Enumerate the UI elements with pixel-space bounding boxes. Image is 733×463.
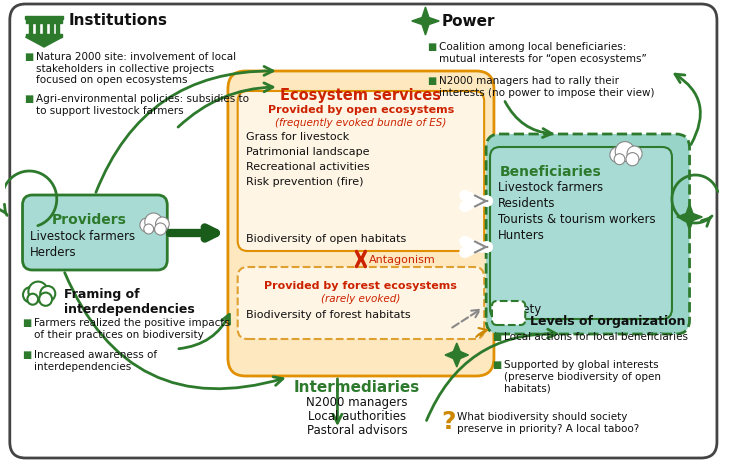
Text: Recreational activities: Recreational activities [246, 162, 369, 172]
Circle shape [140, 219, 154, 232]
Circle shape [614, 154, 625, 165]
Text: Risk prevention (fire): Risk prevention (fire) [246, 176, 363, 187]
Text: Coalition among local beneficiaries:
mutual interests for “open ecosystems”: Coalition among local beneficiaries: mut… [439, 42, 647, 63]
Text: ■: ■ [427, 76, 437, 86]
Text: Supported by global interests
(preserve biodiversity of open
habitats): Supported by global interests (preserve … [504, 359, 660, 392]
Text: ?: ? [441, 409, 456, 433]
Circle shape [23, 288, 38, 303]
Text: Antagonism: Antagonism [369, 255, 435, 264]
Circle shape [39, 293, 52, 306]
Text: ■: ■ [492, 332, 501, 341]
Circle shape [27, 294, 38, 305]
Bar [50, 24, 53, 36]
Circle shape [626, 153, 639, 166]
Circle shape [155, 224, 166, 236]
FancyBboxPatch shape [237, 268, 485, 339]
Text: ■: ■ [23, 317, 32, 327]
Polygon shape [26, 38, 62, 48]
Text: Provided by forest ecosystems: Provided by forest ecosystems [265, 281, 457, 290]
FancyBboxPatch shape [10, 5, 717, 458]
Text: Pastoral advisors: Pastoral advisors [306, 423, 408, 436]
Text: Hunters: Hunters [498, 229, 545, 242]
Text: Biodiversity of open habitats: Biodiversity of open habitats [246, 233, 406, 244]
Text: Institutions: Institutions [68, 13, 167, 28]
Text: ■: ■ [427, 42, 437, 52]
Bar [43, 24, 46, 36]
Text: Patrimonial landscape: Patrimonial landscape [246, 147, 369, 156]
Text: Provided by open ecosystems: Provided by open ecosystems [268, 105, 454, 115]
Circle shape [155, 218, 169, 232]
Text: Power: Power [442, 14, 496, 29]
Text: Agri-environmental policies: subsidies to
to support livestock farmers: Agri-environmental policies: subsidies t… [36, 94, 249, 115]
Circle shape [615, 142, 635, 162]
Text: Providers: Providers [52, 213, 127, 226]
Polygon shape [445, 343, 468, 367]
Text: Framing of
interdependencies: Framing of interdependencies [64, 288, 194, 315]
Bar [56, 24, 59, 36]
Text: N2000 managers: N2000 managers [306, 395, 408, 408]
Text: (frequently evoked bundle of ES): (frequently evoked bundle of ES) [275, 118, 446, 128]
FancyBboxPatch shape [228, 72, 494, 376]
Text: Livestock farmers: Livestock farmers [498, 181, 603, 194]
FancyBboxPatch shape [486, 135, 690, 334]
Circle shape [40, 287, 55, 302]
FancyBboxPatch shape [237, 92, 485, 251]
Text: Livestock farmers: Livestock farmers [30, 230, 136, 243]
Text: N2000 managers had to rally their
interests (no power to impose their view): N2000 managers had to rally their intere… [439, 76, 655, 97]
Polygon shape [677, 205, 702, 231]
FancyBboxPatch shape [490, 148, 672, 319]
Text: ■: ■ [492, 359, 501, 369]
Bar [26, 17, 62, 20]
FancyBboxPatch shape [492, 301, 526, 325]
Circle shape [627, 147, 642, 162]
Text: Grass for livestock: Grass for livestock [246, 131, 349, 142]
Text: Society: Society [498, 302, 541, 315]
Circle shape [144, 225, 154, 234]
Text: ■: ■ [24, 94, 34, 104]
Circle shape [29, 282, 48, 302]
Bar [29, 24, 32, 36]
FancyBboxPatch shape [23, 195, 167, 270]
Text: ■: ■ [23, 349, 32, 359]
Bar [26, 35, 62, 38]
Polygon shape [412, 8, 439, 36]
Text: Natura 2000 site: involvement of local
stakeholders in collective projects
focus: Natura 2000 site: involvement of local s… [36, 52, 236, 85]
Text: Levels of organization: Levels of organization [530, 314, 685, 327]
Text: Local authorities: Local authorities [308, 409, 406, 422]
Text: What biodiversity should society
preserve in priority? A local taboo?: What biodiversity should society preserv… [457, 411, 639, 432]
Text: Beneficiaries: Beneficiaries [500, 165, 602, 179]
Text: Intermediaries: Intermediaries [294, 379, 420, 394]
Text: Herders: Herders [30, 245, 77, 258]
Text: Ecosystem services: Ecosystem services [281, 88, 441, 103]
Bar [36, 24, 39, 36]
Text: (rarely evoked): (rarely evoked) [321, 294, 401, 303]
Bar [26, 20, 62, 24]
Text: Residents: Residents [498, 197, 556, 210]
Circle shape [145, 213, 163, 232]
Text: ■: ■ [24, 52, 34, 62]
Text: Local actions for local beneficiaries: Local actions for local beneficiaries [504, 332, 688, 341]
Text: Biodiversity of forest habitats: Biodiversity of forest habitats [246, 309, 410, 319]
Circle shape [610, 148, 625, 163]
Text: Tourists & tourism workers: Tourists & tourism workers [498, 213, 655, 225]
Text: Increased awareness of
interdependencies: Increased awareness of interdependencies [34, 349, 158, 371]
Text: Farmers realized the positive impacts
of their practices on biodiversity: Farmers realized the positive impacts of… [34, 317, 230, 339]
